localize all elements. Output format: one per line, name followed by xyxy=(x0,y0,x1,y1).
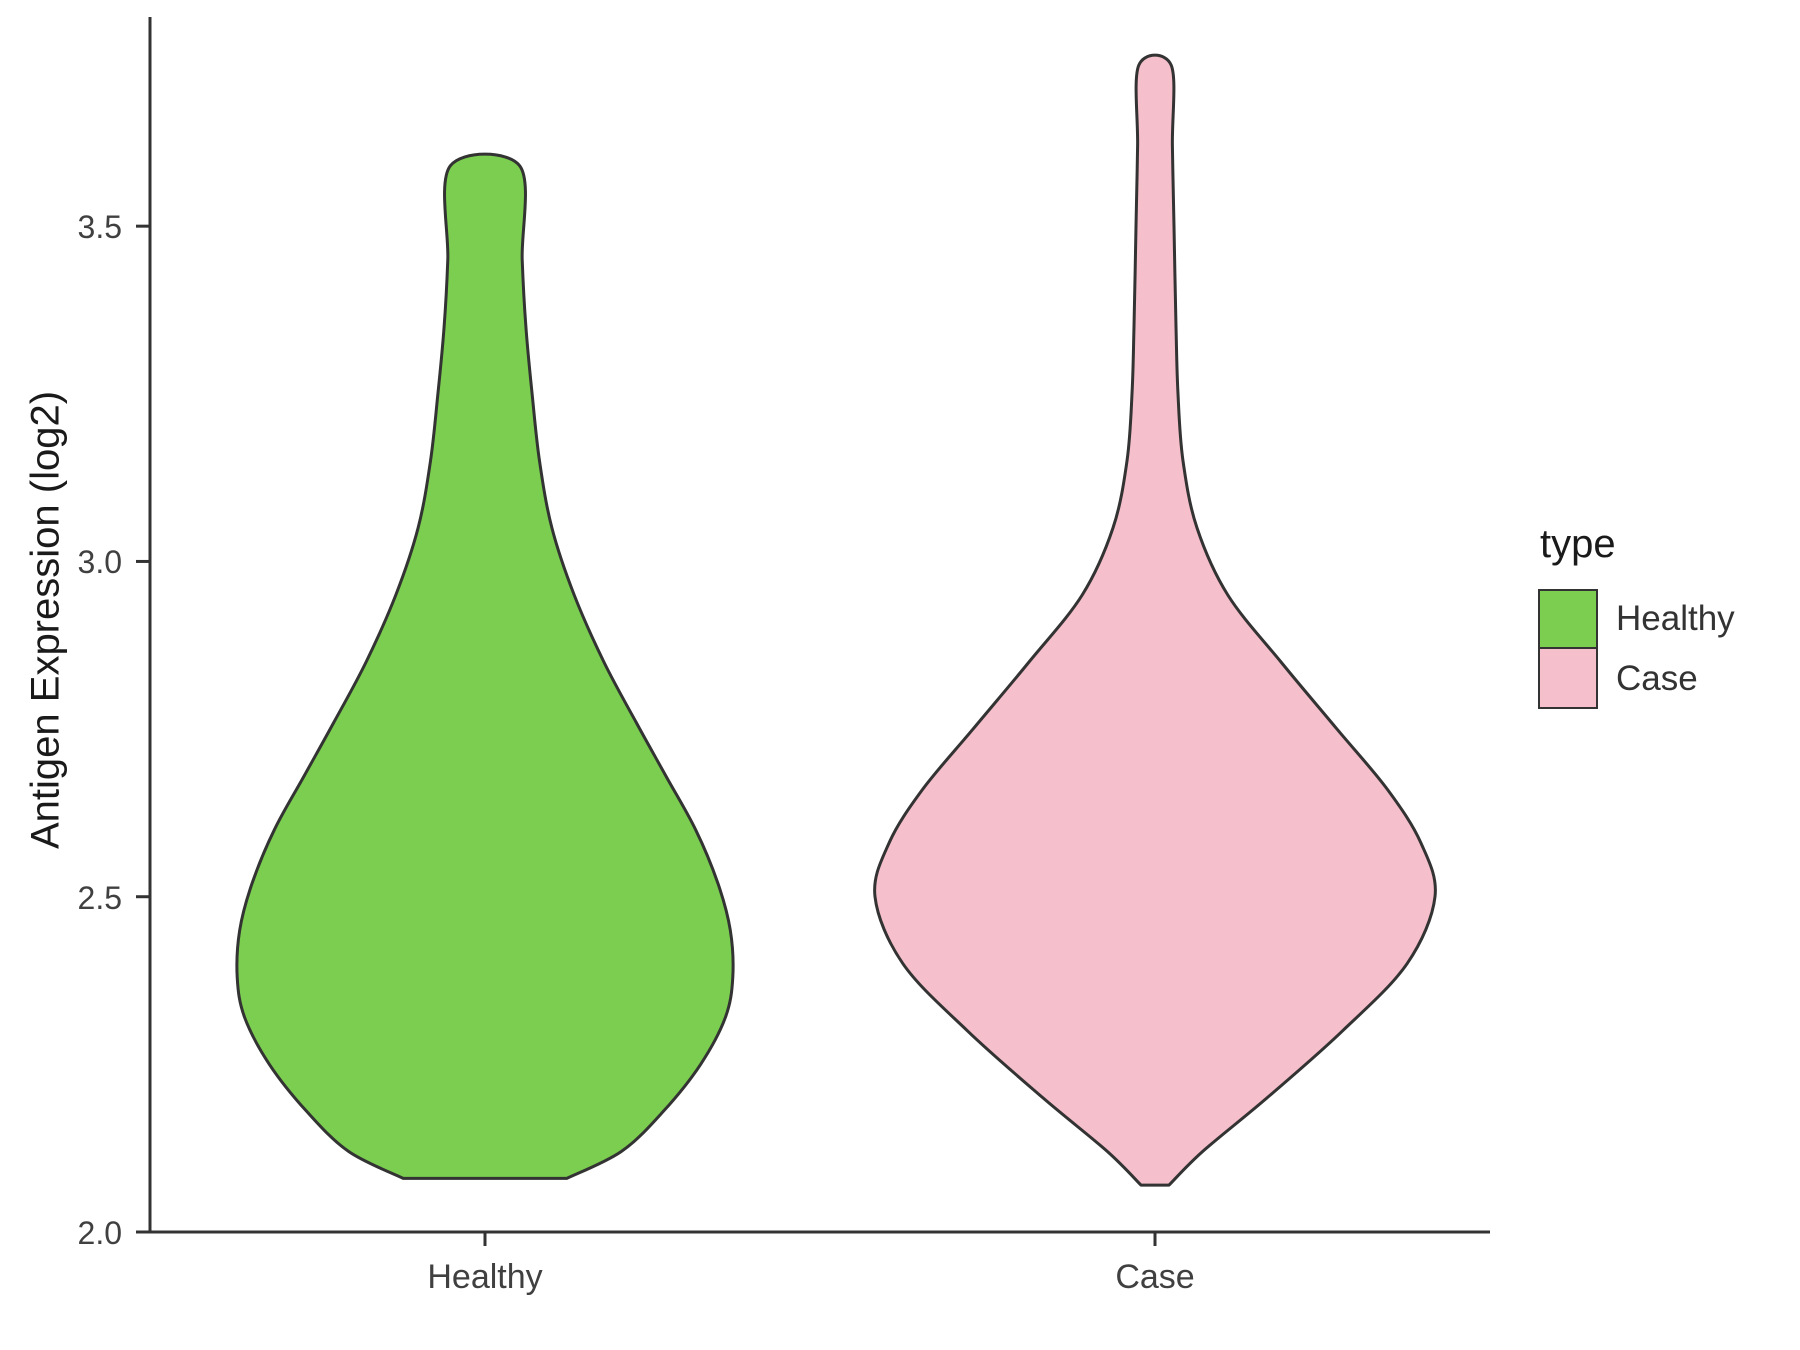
x-category-label-healthy: Healthy xyxy=(427,1258,543,1296)
y-tick-label: 2.0 xyxy=(77,1215,122,1251)
legend: type Healthy Case xyxy=(1538,522,1735,709)
violin-healthy xyxy=(235,152,735,1180)
legend-label-healthy: Healthy xyxy=(1616,599,1735,638)
legend-label-case: Case xyxy=(1616,659,1698,698)
y-tick-label: 3.5 xyxy=(77,209,122,246)
legend-title: type xyxy=(1540,522,1616,566)
y-tick-label: 2.5 xyxy=(77,879,122,916)
x-category-label-case: Case xyxy=(1115,1258,1195,1296)
legend-swatch-case-icon xyxy=(1538,649,1598,709)
legend-swatch-healthy-icon xyxy=(1538,589,1598,649)
legend-item-healthy: Healthy xyxy=(1538,589,1735,649)
violin-case xyxy=(873,53,1437,1187)
y-tick-label: 3.0 xyxy=(77,544,122,581)
y-axis-title: Antigen Expression (log2) xyxy=(23,390,68,850)
legend-item-case: Case xyxy=(1538,649,1735,709)
